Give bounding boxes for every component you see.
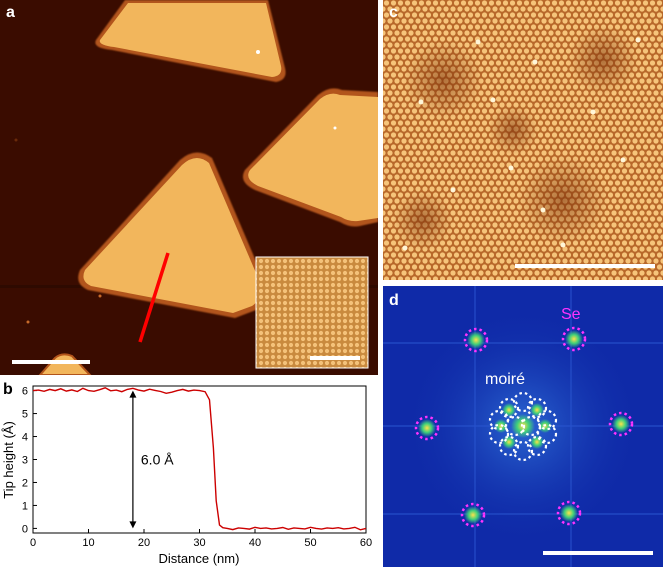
profile-line-series (32, 387, 367, 531)
speck (14, 138, 18, 142)
y-axis-ticks: 0 1 2 3 4 5 6 (22, 386, 37, 535)
moire-markers (488, 391, 558, 462)
x-tick-label: 50 (304, 537, 316, 549)
moire-label: moiré (485, 371, 525, 388)
panel-c: c (383, 0, 663, 280)
panel-b-chart: 0 10 20 30 40 50 60 0 1 2 3 4 5 6 6.0 Å Distance (nm… (1, 385, 372, 566)
flake-center-surface (83, 157, 261, 313)
panel-label-b: b (3, 381, 13, 398)
flake-right-surface (248, 93, 378, 222)
se-label: Se (561, 306, 581, 323)
x-tick-label: 0 (30, 537, 36, 549)
arrow-head-bottom (129, 521, 137, 529)
speck (98, 294, 102, 298)
panel-d-image: Se moiré (383, 286, 663, 567)
arrow-head-top (129, 390, 137, 398)
panel-d: Se moiré d (383, 286, 663, 567)
x-tick-label: 20 (138, 537, 150, 549)
flake-top-surface (99, 3, 282, 77)
panel-a: a (0, 0, 378, 375)
se-peaks (418, 330, 630, 524)
speck (256, 50, 260, 54)
panel-c-image (383, 0, 663, 280)
y-tick-label: 5 (22, 409, 28, 421)
flake-bottom (38, 353, 92, 375)
speck (26, 320, 30, 324)
x-tick-label: 60 (360, 537, 372, 549)
profile-line (138, 252, 170, 343)
y-tick-label: 3 (22, 455, 28, 467)
panel-label-c: c (389, 4, 398, 21)
x-axis-ticks: 0 10 20 30 40 50 60 (30, 529, 372, 549)
y-tick-label: 4 (22, 432, 28, 444)
y-tick-label: 2 (22, 477, 28, 489)
se-markers (414, 326, 634, 528)
plot-frame (32, 385, 367, 534)
height-annotation: 6.0 Å (141, 452, 174, 468)
y-tick-label: 1 (22, 500, 28, 512)
x-tick-label: 40 (249, 537, 261, 549)
panel-a-image (0, 0, 378, 375)
y-axis-label: Tip height (Å) (1, 421, 16, 499)
speck (333, 126, 337, 130)
panel-label-d: d (389, 292, 399, 309)
x-tick-label: 30 (193, 537, 205, 549)
x-axis-label: Distance (nm) (159, 551, 240, 566)
panel-label-a: a (6, 4, 15, 21)
y-tick-label: 0 (22, 523, 28, 535)
y-tick-label: 6 (22, 386, 28, 398)
inset-atomic-image (255, 256, 369, 369)
x-tick-label: 10 (82, 537, 94, 549)
